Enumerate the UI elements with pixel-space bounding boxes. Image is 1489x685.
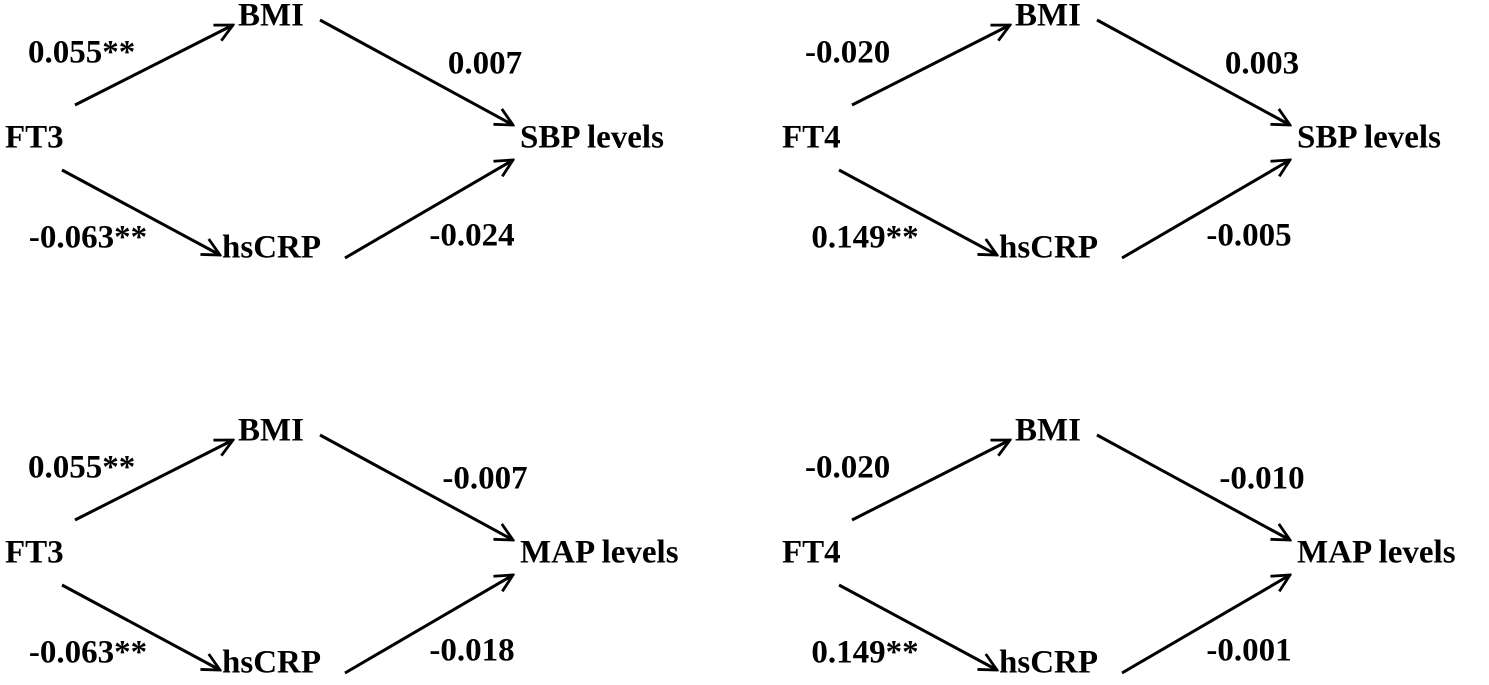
- source-node: FT3: [5, 535, 64, 571]
- arrow: [319, 18, 513, 125]
- mediator-node: BMI: [238, 413, 304, 449]
- arrow: [344, 160, 513, 260]
- path-coefficient: -0.020: [805, 450, 890, 486]
- path-coefficient: 0.003: [1225, 46, 1299, 82]
- mediator-node: BMI: [1015, 413, 1081, 449]
- source-node: FT4: [782, 535, 841, 571]
- mediator-node: BMI: [1015, 0, 1081, 34]
- path-coefficient: -0.020: [805, 35, 890, 71]
- path-coefficient: -0.063**: [29, 635, 147, 671]
- path-coefficient: -0.005: [1206, 218, 1291, 254]
- arrow: [1096, 18, 1290, 125]
- arrow: [1121, 575, 1290, 675]
- path-coefficient: 0.149**: [811, 635, 918, 671]
- path-coefficient: 0.007: [448, 46, 522, 82]
- arrow: [74, 25, 233, 107]
- mediator-node: BMI: [238, 0, 304, 34]
- path-coefficient: 0.149**: [811, 220, 918, 256]
- arrow: [319, 433, 513, 540]
- arrow: [61, 583, 220, 670]
- path-coefficient: -0.018: [429, 633, 514, 669]
- path-coefficient: -0.001: [1206, 633, 1291, 669]
- outcome-node: MAP levels: [1297, 535, 1456, 571]
- arrow: [838, 168, 997, 255]
- path-coefficient: -0.024: [429, 218, 514, 254]
- arrow: [838, 583, 997, 670]
- mediator-node: hsCRP: [999, 645, 1098, 681]
- arrow: [851, 440, 1010, 522]
- outcome-node: MAP levels: [520, 535, 679, 571]
- arrow: [74, 440, 233, 522]
- outcome-node: SBP levels: [1297, 120, 1441, 156]
- mediator-node: hsCRP: [222, 645, 321, 681]
- mediator-node: hsCRP: [222, 230, 321, 266]
- arrow: [1096, 433, 1290, 540]
- path-coefficient: -0.010: [1219, 461, 1304, 497]
- path-coefficient: -0.007: [442, 461, 527, 497]
- source-node: FT3: [5, 120, 64, 156]
- path-coefficient: -0.063**: [29, 220, 147, 256]
- mediator-node: hsCRP: [999, 230, 1098, 266]
- path-coefficient: 0.055**: [28, 35, 135, 71]
- arrow: [851, 25, 1010, 107]
- outcome-node: SBP levels: [520, 120, 664, 156]
- source-node: FT4: [782, 120, 841, 156]
- path-coefficient: 0.055**: [28, 450, 135, 486]
- arrow: [61, 168, 220, 255]
- arrow: [344, 575, 513, 675]
- arrow: [1121, 160, 1290, 260]
